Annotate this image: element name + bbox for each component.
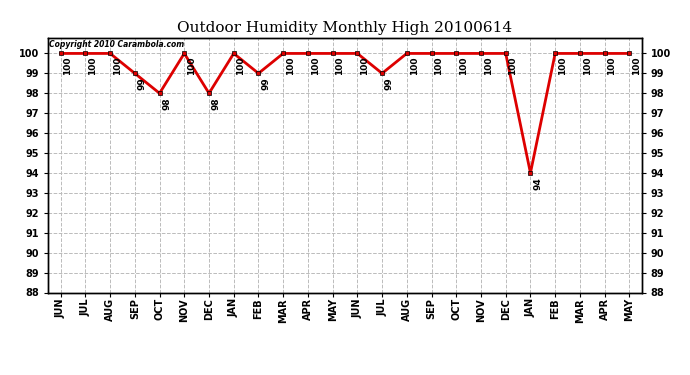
Text: 100: 100	[607, 56, 616, 75]
Text: 100: 100	[335, 56, 344, 75]
Text: 99: 99	[137, 78, 146, 90]
Text: 100: 100	[286, 56, 295, 75]
Text: 100: 100	[582, 56, 591, 75]
Text: 100: 100	[632, 56, 641, 75]
Text: 100: 100	[237, 56, 246, 75]
Text: 94: 94	[533, 177, 542, 190]
Title: Outdoor Humidity Monthly High 20100614: Outdoor Humidity Monthly High 20100614	[177, 21, 513, 35]
Text: 100: 100	[410, 56, 419, 75]
Text: 100: 100	[459, 56, 468, 75]
Text: Copyright 2010 Carambola.com: Copyright 2010 Carambola.com	[49, 40, 184, 49]
Text: 100: 100	[434, 56, 443, 75]
Text: 98: 98	[212, 98, 221, 110]
Text: 100: 100	[187, 56, 196, 75]
Text: 100: 100	[63, 56, 72, 75]
Text: 100: 100	[509, 56, 518, 75]
Text: 100: 100	[360, 56, 369, 75]
Text: 100: 100	[558, 56, 567, 75]
Text: 99: 99	[385, 78, 394, 90]
Text: 100: 100	[113, 56, 122, 75]
Text: 100: 100	[310, 56, 319, 75]
Text: 100: 100	[484, 56, 493, 75]
Text: 99: 99	[262, 78, 270, 90]
Text: 100: 100	[88, 56, 97, 75]
Text: 98: 98	[162, 98, 171, 110]
